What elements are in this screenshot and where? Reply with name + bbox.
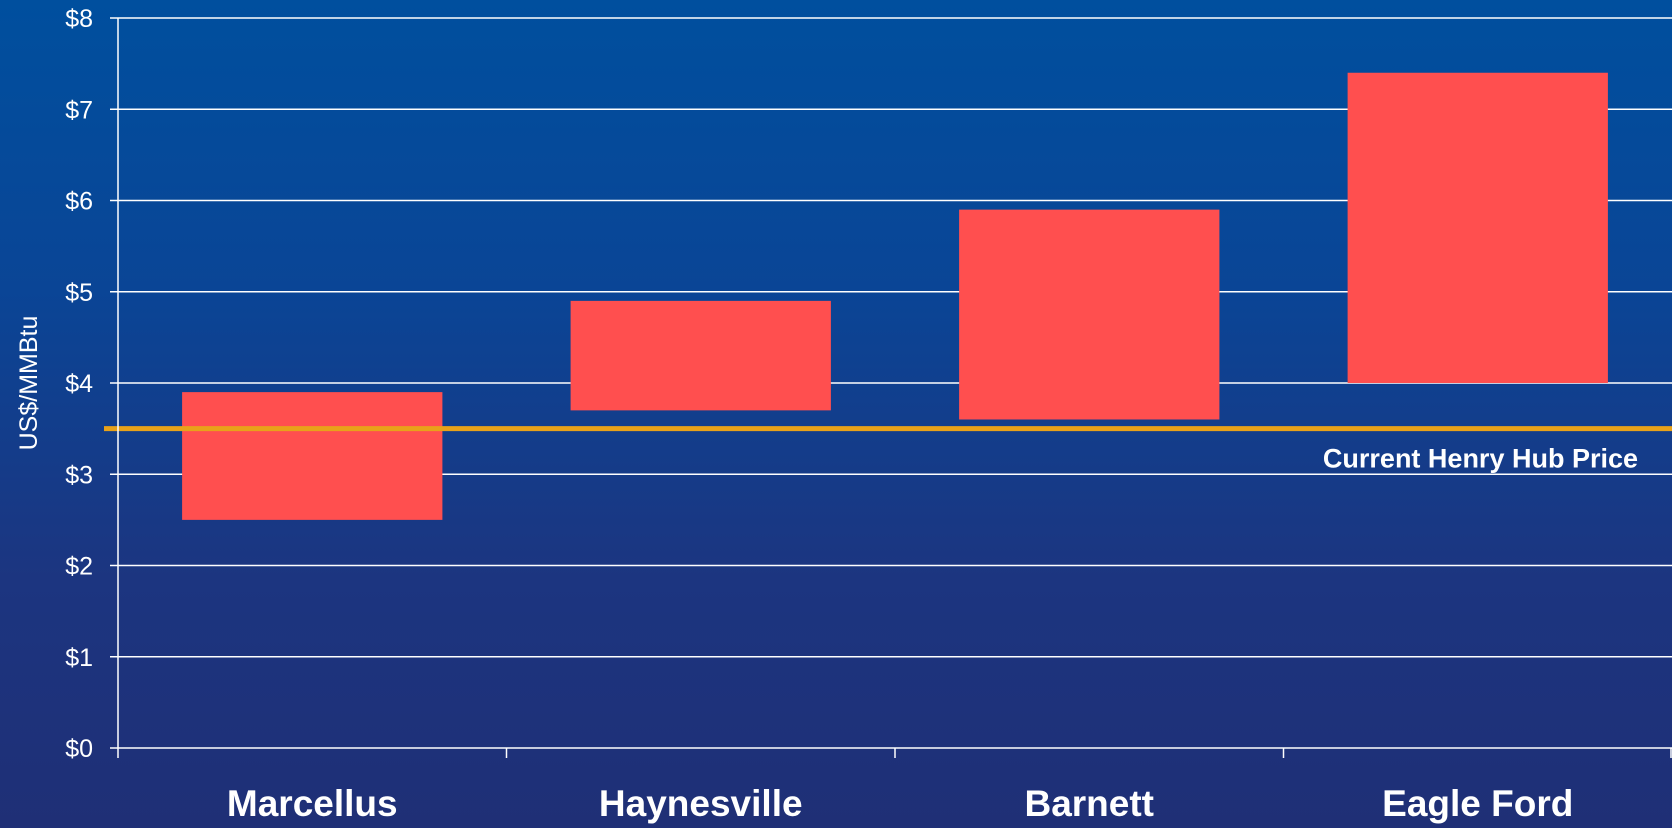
category-labels: Marcellus Haynesville Barnett Eagle Ford [227, 783, 1573, 824]
y-axis-tick-labels: $0 $1 $2 $3 $4 $5 $6 $7 $8 [65, 5, 93, 763]
y-tick-label: $3 [65, 461, 93, 489]
y-tick-label: $1 [65, 644, 93, 672]
x-category-label: Marcellus [227, 783, 398, 824]
y-tick-label: $6 [65, 188, 93, 216]
y-tick-label: $8 [65, 5, 93, 33]
x-category-label: Barnett [1024, 783, 1154, 824]
x-category-label: Eagle Ford [1382, 783, 1573, 824]
y-tick-label: $4 [65, 370, 93, 398]
axes [110, 17, 1672, 758]
range-bars [182, 72, 1608, 520]
reference-line-group: Current Henry Hub Price [104, 426, 1672, 474]
range-bar [570, 300, 831, 411]
x-category-label: Haynesville [599, 783, 803, 824]
range-bar [1347, 72, 1608, 383]
y-tick-label: $5 [65, 279, 93, 307]
y-axis-label: US$/MMBtu [15, 316, 43, 451]
y-tick-label: $0 [65, 735, 93, 763]
range-bar [959, 209, 1220, 420]
range-bar [182, 392, 443, 520]
reference-line-label: Current Henry Hub Price [1323, 444, 1638, 474]
y-tick-label: $7 [65, 96, 93, 124]
y-tick-label: $2 [65, 553, 93, 581]
